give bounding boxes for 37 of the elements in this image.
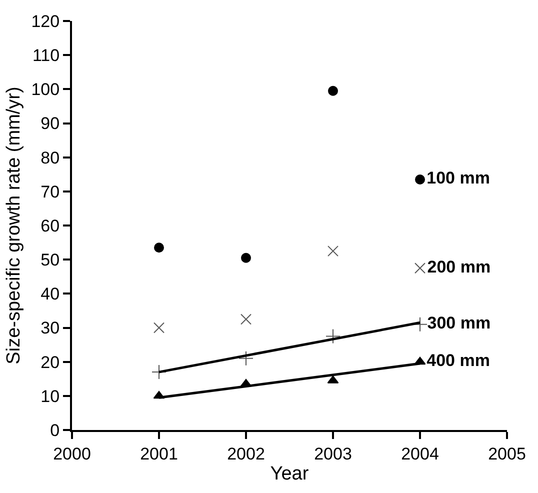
point xyxy=(240,314,252,325)
point xyxy=(154,242,164,253)
y-tick-label: 100 xyxy=(31,80,60,100)
x-tick-label: 2005 xyxy=(488,444,526,464)
x-tick-label: 2003 xyxy=(314,444,352,464)
y-tick-label: 110 xyxy=(32,46,60,66)
x-tick-label: 2004 xyxy=(401,444,439,464)
y-tick-label: 60 xyxy=(40,216,60,236)
point xyxy=(328,246,338,257)
y-tick-label: 40 xyxy=(40,284,60,304)
point xyxy=(154,322,164,334)
point xyxy=(238,350,254,366)
point xyxy=(152,364,166,380)
series-label: 300 mm xyxy=(427,314,491,333)
point xyxy=(414,262,426,274)
x-axis-title: Year xyxy=(270,464,310,485)
y-tick-label: 80 xyxy=(40,148,60,168)
y-tick-label: 10 xyxy=(40,386,60,406)
point xyxy=(412,316,428,332)
y-axis-title: Size-specific growth rate (mm/yr) xyxy=(4,86,25,364)
series-label: 200 mm xyxy=(427,257,491,276)
x-tick-label: 2002 xyxy=(227,444,265,464)
y-tick-label: 30 xyxy=(40,318,60,338)
x-tick-label: 2001 xyxy=(140,444,178,464)
series-label: 400 mm xyxy=(426,351,490,370)
y-tick-label: 0 xyxy=(50,420,60,440)
y-tick-label: 50 xyxy=(40,250,60,270)
series-label: 100 mm xyxy=(426,168,490,188)
point xyxy=(415,174,425,184)
y-tick-label: 20 xyxy=(40,352,60,372)
y-tick-label: 90 xyxy=(40,114,60,134)
y-tick-label: 70 xyxy=(40,182,60,202)
x-tick-label: 2000 xyxy=(53,444,91,464)
point xyxy=(241,252,251,263)
y-tick-label: 120 xyxy=(31,12,60,31)
point xyxy=(326,328,340,344)
point xyxy=(328,86,338,96)
